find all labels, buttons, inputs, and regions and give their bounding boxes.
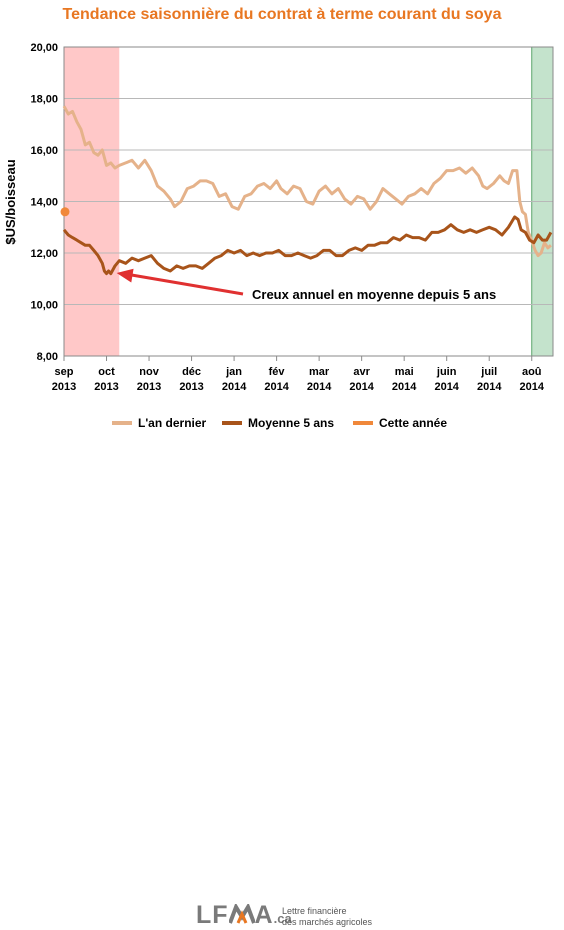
annotation-text: Creux annuel en moyenne depuis 5 ans (252, 287, 496, 302)
x-tick-month: avr (353, 366, 370, 378)
annotation-arrow-shaft (128, 273, 244, 296)
y-tick-label: 18,00 (30, 94, 58, 106)
x-tick-month: jan (225, 366, 242, 378)
x-tick-month: déc (182, 366, 201, 378)
x-tick-month: fév (269, 366, 286, 378)
x-tick-month: nov (139, 366, 159, 378)
tagline-line1: Lettre financière (282, 906, 347, 916)
y-tick-labels: 8,00 10,00 12,00 14,00 16,00 18,00 20,00 (30, 42, 58, 363)
legend-label-2: Cette année (379, 416, 447, 430)
chart-svg: Creux annuel en moyenne depuis 5 ans 8,0… (3, 42, 554, 430)
x-tick-year: 2014 (519, 381, 544, 393)
y-tick-label: 12,00 (30, 248, 58, 260)
annotation-arrowhead (116, 268, 134, 283)
logo-tagline: Lettre financière des marchés agricoles (282, 906, 372, 928)
y-tick-label: 20,00 (30, 42, 58, 54)
x-tick-month: aoû (522, 366, 542, 378)
logo-m-mark (228, 904, 255, 924)
x-tick-year: 2014 (434, 381, 459, 393)
x-tick-year: 2013 (137, 381, 161, 393)
y-tick-label: 16,00 (30, 145, 58, 157)
series-line-1 (62, 215, 553, 276)
x-tick-year: 2013 (94, 381, 118, 393)
x-tick-month: mai (395, 366, 414, 378)
chart-title: Tendance saisonnière du contrat à terme … (62, 6, 502, 23)
series-lines (60, 105, 553, 276)
x-tick-month: sep (55, 366, 74, 378)
y-axis-label: $US/boisseau (3, 159, 18, 244)
x-tick-year: 2014 (307, 381, 332, 393)
series-point-2 (60, 207, 70, 217)
series-line-0 (62, 105, 552, 258)
x-tick-month: juin (436, 366, 457, 378)
x-tick-year: 2013 (52, 381, 76, 393)
tagline-line2: des marchés agricoles (282, 917, 373, 927)
plot-border (63, 46, 554, 357)
x-tick-month: juil (480, 366, 497, 378)
legend: L'an dernier Moyenne 5 ans Cette année (112, 416, 447, 430)
lfma-logo: LF A.ca (196, 901, 292, 930)
footer: LF A.ca Lettre financière des marchés ag… (0, 450, 564, 929)
x-tick-year: 2014 (264, 381, 289, 393)
legend-label-0: L'an dernier (138, 416, 207, 430)
x-tick-month: mar (309, 366, 330, 378)
x-tick-year: 2014 (392, 381, 417, 393)
plot-frame (63, 46, 554, 357)
legend-label-1: Moyenne 5 ans (248, 416, 334, 430)
x-tick-year: 2013 (179, 381, 203, 393)
y-tick-label: 14,00 (30, 197, 58, 209)
x-tick-year: 2014 (349, 381, 374, 393)
logo-suffix: A (254, 901, 274, 929)
y-tick-label: 10,00 (30, 300, 58, 312)
x-tick-month: oct (98, 366, 115, 378)
x-tick-year: 2014 (222, 381, 247, 393)
annotation-layer: Creux annuel en moyenne depuis 5 ans (116, 268, 496, 302)
logo-prefix: LF (196, 901, 229, 929)
y-tick-label: 8,00 (37, 351, 58, 363)
x-tick-year: 2014 (477, 381, 502, 393)
x-tick-labels: sep 2013 oct 2013 nov 2013 déc 2013 jan 2014 fév 20… (52, 356, 545, 393)
